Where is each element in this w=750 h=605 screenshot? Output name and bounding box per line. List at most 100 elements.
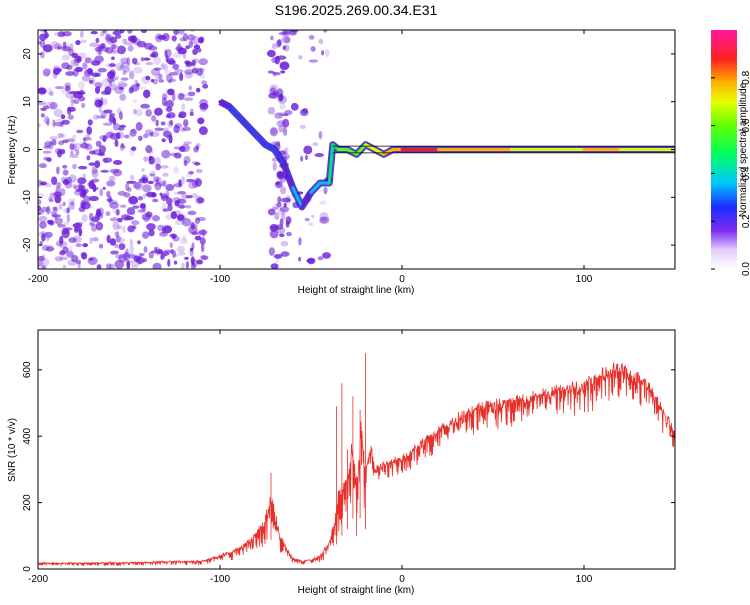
noise-blob [110,43,118,50]
noise-blob [97,67,107,73]
noise-blob [155,178,160,185]
noise-blob [281,197,292,203]
spec-y-tick-label: 20 [22,48,33,60]
noise-blob [199,71,205,79]
noise-blob [109,36,118,44]
noise-blob [47,196,52,201]
snr-x-tick-label: 0 [399,574,405,585]
noise-blob [280,240,289,247]
ridge-segment [364,143,377,151]
noise-blob [54,206,59,213]
noise-blob [161,149,171,159]
noise-blob [200,243,205,253]
noise-blob [179,237,189,245]
noise-blob [142,133,149,139]
noise-blob [61,119,70,125]
noise-blob [118,111,123,120]
noise-blob [61,229,70,239]
noise-blob [197,117,205,125]
noise-blob [177,252,186,256]
noise-blob [51,139,57,146]
noise-blob [298,256,302,262]
noise-blob [80,39,87,44]
noise-blob [142,193,146,199]
noise-blob [270,263,279,269]
noise-blob [121,62,131,68]
noise-blob [142,184,152,193]
noise-blob [108,175,116,181]
noise-blob [126,56,131,66]
spec-y-tick-label: 10 [22,96,33,108]
noise-blob [44,142,51,148]
noise-blob [57,68,62,72]
noise-blob [95,37,100,44]
noise-blob [187,210,197,216]
noise-blob [69,42,74,51]
noise-blob [112,117,117,126]
noise-blob [166,134,170,140]
noise-blob [192,179,199,189]
noise-blob [59,148,66,155]
noise-blob [49,192,56,199]
noise-blob [195,143,201,147]
noise-blob [187,91,196,97]
noise-blob [135,108,143,117]
noise-blob [279,218,284,227]
noise-blob [182,234,186,243]
noise-blob [199,102,209,110]
noise-blob [89,77,96,86]
snr-x-tick-label: -100 [210,574,230,585]
noise-blob [318,216,328,225]
noise-blob [318,130,323,140]
noise-blob [132,225,137,230]
noise-blob [66,250,74,258]
noise-blob [147,193,158,197]
noise-blob [172,52,182,59]
noise-blob [47,68,52,73]
noise-blob [278,93,284,102]
noise-blob [268,247,276,256]
noise-blob [72,163,77,170]
noise-blob [75,243,82,248]
noise-blob [184,68,194,75]
noise-blob [180,93,188,97]
noise-blob [270,126,278,135]
noise-blob [130,128,137,134]
noise-blob [61,86,71,95]
noise-blob [109,80,113,87]
noise-blob [118,86,124,90]
noise-blob [94,55,104,63]
noise-blob [270,35,274,41]
noise-blob [77,165,88,170]
noise-blob [61,31,72,37]
noise-blob [112,160,123,165]
noise-blob [80,142,90,149]
noise-blob [67,114,74,120]
noise-blob [61,133,67,138]
noise-blob [73,99,80,105]
noise-blob [64,85,71,92]
noise-blob [194,217,201,225]
ridge-segment [327,143,335,185]
noise-blob [277,196,282,204]
noise-blob [127,45,134,52]
noise-blob [102,135,107,143]
noise-blob [191,258,198,268]
noise-blob [106,33,114,38]
noise-blob [126,260,131,269]
noise-blob [145,211,153,218]
noise-blob [106,76,115,83]
noise-blob [195,168,203,174]
noise-blob [184,60,191,65]
noise-blob [114,139,119,147]
noise-blob [49,91,54,97]
snr-x-axis-label: Height of straight line (km) [298,585,415,596]
noise-blob [285,231,293,237]
noise-blob [151,51,159,58]
noise-blob [65,180,72,186]
colorbar-tick-label: 0.6 [741,118,750,132]
noise-blob [181,218,192,227]
noise-blob [72,134,77,144]
noise-blob [94,46,103,52]
noise-blob [72,184,78,190]
